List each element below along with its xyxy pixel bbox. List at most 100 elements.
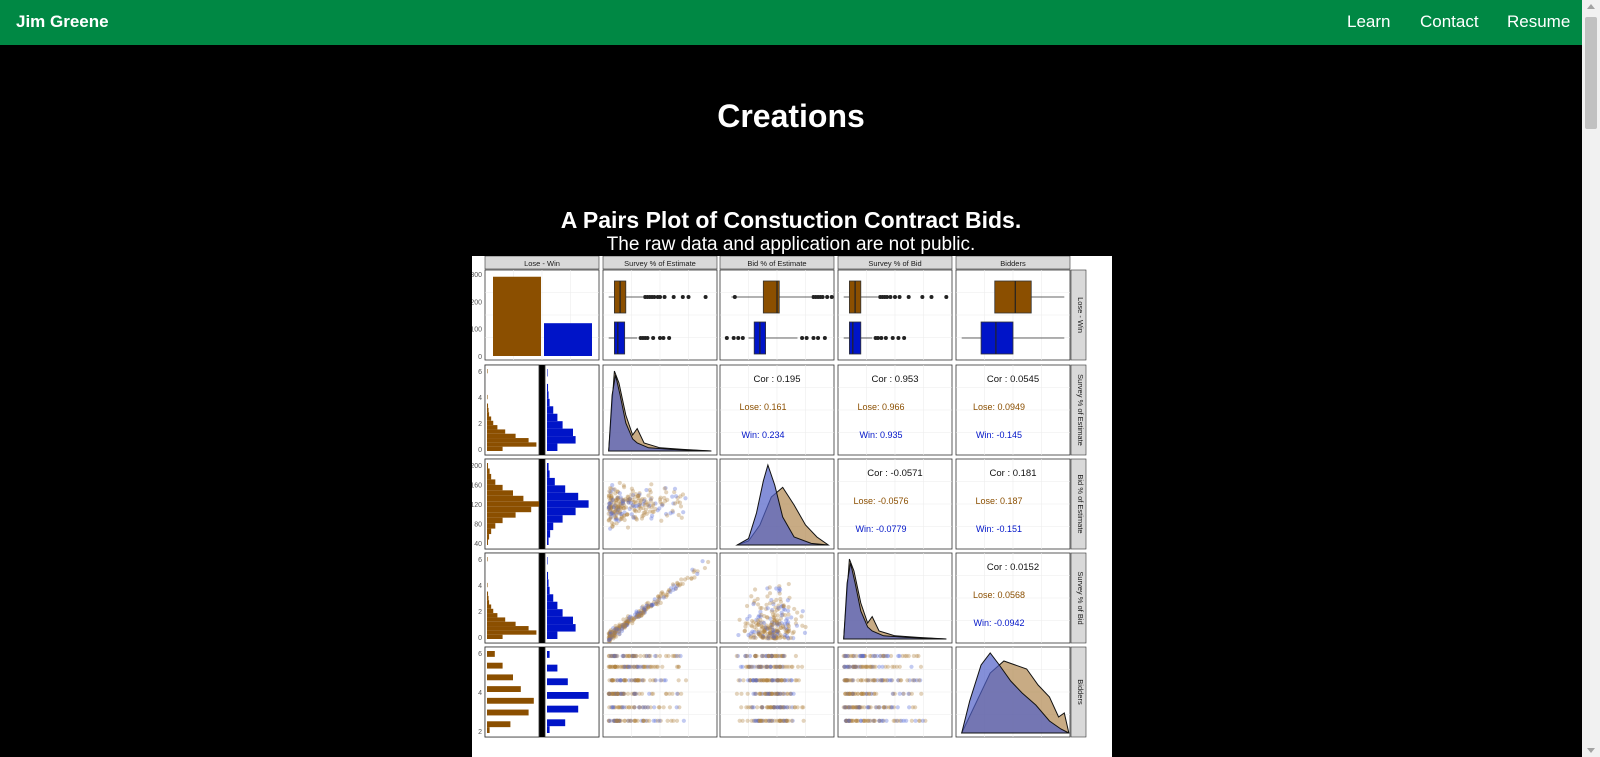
point-lose xyxy=(784,664,790,669)
point-lose xyxy=(866,691,872,696)
page-scrollbar[interactable] xyxy=(1582,0,1600,757)
point-lose xyxy=(644,511,649,516)
point-lose xyxy=(842,705,847,710)
brand-link[interactable]: Jim Greene xyxy=(16,12,109,31)
point-lose xyxy=(774,629,779,634)
point-lose xyxy=(773,653,778,659)
point-lose xyxy=(768,623,773,628)
point-lose xyxy=(769,630,774,635)
point-lose xyxy=(677,583,682,588)
point-win xyxy=(621,653,626,659)
point-lose xyxy=(776,664,781,669)
point-lose xyxy=(665,497,670,502)
point-lose xyxy=(776,691,781,696)
point-lose xyxy=(770,718,775,723)
point-win xyxy=(618,511,623,516)
point-lose xyxy=(623,678,628,683)
point-lose xyxy=(615,664,620,669)
point-win xyxy=(775,678,780,683)
hist-bar xyxy=(547,609,563,617)
point-win xyxy=(870,664,875,669)
point-win xyxy=(778,664,783,669)
point-lose xyxy=(638,613,644,619)
point-win xyxy=(607,637,612,642)
column-strip xyxy=(837,256,953,270)
point-lose xyxy=(853,664,859,669)
point-lose xyxy=(665,513,670,518)
point-lose xyxy=(638,500,643,505)
point-lose xyxy=(769,620,775,625)
point-lose xyxy=(613,508,618,514)
point-lose xyxy=(777,678,782,683)
correlation-overall: Cor : 0.0152 xyxy=(987,562,1039,573)
point-lose xyxy=(770,622,775,627)
point-lose xyxy=(881,705,887,710)
hist-bar xyxy=(487,438,529,443)
point-win xyxy=(770,678,775,683)
point-win xyxy=(768,653,773,659)
hist-bar xyxy=(487,604,492,609)
point-lose xyxy=(606,691,611,696)
point-lose xyxy=(637,612,642,618)
point-win xyxy=(617,691,622,696)
point-win xyxy=(780,664,785,669)
point-lose xyxy=(643,606,649,611)
point-win xyxy=(745,616,750,622)
point-win xyxy=(853,664,858,669)
point-lose xyxy=(763,678,768,683)
scrollbar-thumb[interactable] xyxy=(1585,17,1597,129)
point-lose xyxy=(767,636,773,641)
point-lose xyxy=(622,718,627,723)
point-win xyxy=(621,500,626,505)
point-lose xyxy=(619,516,624,521)
point-lose xyxy=(916,678,922,683)
scroll-up-arrow-icon[interactable] xyxy=(1587,4,1595,9)
nav-link-resume[interactable]: Resume xyxy=(1507,12,1571,31)
point-lose xyxy=(616,626,622,631)
point-lose xyxy=(611,653,616,659)
point-lose xyxy=(778,691,783,696)
point-win xyxy=(842,678,847,683)
point-lose xyxy=(608,629,613,634)
point-lose xyxy=(622,624,627,629)
point-win xyxy=(847,718,852,723)
point-lose xyxy=(849,705,855,710)
point-lose xyxy=(616,629,622,634)
point-lose xyxy=(625,664,630,669)
point-lose xyxy=(667,588,672,593)
point-lose xyxy=(781,604,786,609)
point-lose xyxy=(767,625,773,630)
point-lose xyxy=(734,653,739,659)
point-lose xyxy=(880,678,885,683)
point-lose xyxy=(662,486,667,491)
point-lose xyxy=(772,664,777,669)
point-win xyxy=(607,691,612,696)
point-lose xyxy=(761,678,766,683)
point-lose xyxy=(607,508,613,513)
point-win xyxy=(678,653,683,659)
nav-link-contact[interactable]: Contact xyxy=(1420,12,1479,31)
nav-link-learn[interactable]: Learn xyxy=(1347,12,1391,31)
point-lose xyxy=(778,705,783,710)
point-win xyxy=(789,678,794,683)
point-lose xyxy=(610,633,616,638)
point-lose xyxy=(632,705,637,710)
point-win xyxy=(756,630,761,635)
point-lose xyxy=(612,627,617,633)
hist-bar xyxy=(547,537,549,545)
point-win xyxy=(778,718,783,723)
row-strip-label: Survey % of Bid xyxy=(1076,571,1085,624)
point-win xyxy=(621,622,626,628)
point-lose xyxy=(607,638,612,643)
point-lose xyxy=(635,678,640,683)
point-lose xyxy=(609,635,614,640)
point-lose xyxy=(766,625,771,630)
point-lose xyxy=(771,705,776,710)
point-win xyxy=(631,515,636,520)
scroll-down-arrow-icon[interactable] xyxy=(1587,748,1595,753)
point-lose xyxy=(654,653,659,659)
point-lose xyxy=(648,678,653,683)
point-lose xyxy=(786,622,791,628)
point-lose xyxy=(766,678,772,683)
point-lose xyxy=(774,617,780,623)
